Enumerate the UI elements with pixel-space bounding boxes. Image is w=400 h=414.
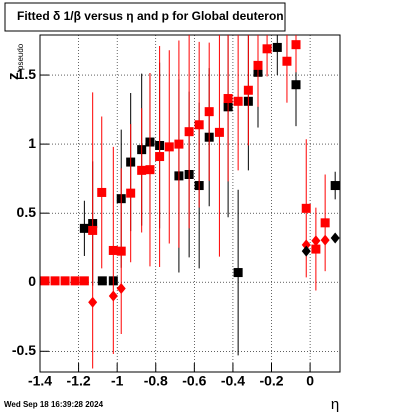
x-tick-label: -0.2 xyxy=(259,373,283,389)
data-point xyxy=(204,107,214,117)
data-point xyxy=(126,188,136,198)
data-point xyxy=(311,235,321,247)
data-point xyxy=(97,187,107,197)
y-tick-label: 1 xyxy=(28,135,36,151)
title-box xyxy=(4,2,286,32)
y-tick-label: 1.5 xyxy=(17,66,37,82)
data-point xyxy=(164,142,174,152)
data-point xyxy=(233,96,243,106)
y-tick-label: 0 xyxy=(28,273,36,289)
data-point xyxy=(88,296,98,308)
data-point xyxy=(320,218,330,228)
data-point xyxy=(116,246,126,256)
data-point xyxy=(301,239,311,251)
x-tick-label: -0.6 xyxy=(182,373,206,389)
data-point xyxy=(174,139,184,149)
x-tick-label: -1.4 xyxy=(28,373,52,389)
data-point xyxy=(262,44,272,54)
data-point xyxy=(301,203,311,213)
data-point xyxy=(60,276,70,286)
data-point xyxy=(223,94,233,104)
data-point xyxy=(311,244,321,254)
data-point xyxy=(155,152,165,162)
data-point xyxy=(320,234,330,246)
data-point xyxy=(214,127,224,137)
data-point xyxy=(282,56,292,66)
data-point xyxy=(145,165,155,175)
data-point xyxy=(108,245,118,255)
data-point xyxy=(243,85,253,95)
data-point xyxy=(97,276,107,286)
y-tick-label: -0.5 xyxy=(12,342,36,358)
data-point xyxy=(233,268,243,278)
data-point xyxy=(253,60,263,70)
x-tick-label: -0.8 xyxy=(144,373,168,389)
x-tick-label: 0 xyxy=(306,373,314,389)
data-point xyxy=(194,120,204,130)
y-axis-label-sub: pseudo xyxy=(16,43,25,70)
chart-title: Fitted δ 1/β versus η and p for Global d… xyxy=(17,9,284,23)
data-point xyxy=(137,165,147,175)
data-point xyxy=(184,127,194,137)
data-point xyxy=(108,290,118,302)
y-axis-label-group: z pseudo xyxy=(5,43,25,80)
y-axis-label: z xyxy=(5,73,22,81)
data-point xyxy=(70,276,80,286)
data-point xyxy=(40,276,50,286)
data-point xyxy=(291,80,301,90)
data-point xyxy=(79,223,89,233)
x-axis-label: η xyxy=(331,396,339,413)
data-point xyxy=(330,181,340,191)
timestamp: Wed Sep 18 16:39:28 2024 xyxy=(4,400,104,409)
data-point xyxy=(301,245,311,257)
data-point xyxy=(330,232,340,244)
data-point xyxy=(291,40,301,50)
data-point xyxy=(272,42,282,52)
data-point xyxy=(50,276,60,286)
data-point xyxy=(116,282,126,294)
data-point xyxy=(88,225,98,235)
x-tick-label: -0.4 xyxy=(221,373,245,389)
data-point xyxy=(79,276,89,286)
x-tick-label: -1 xyxy=(111,373,124,389)
y-tick-label: 0.5 xyxy=(17,204,37,220)
x-tick-label: -1.2 xyxy=(67,373,91,389)
